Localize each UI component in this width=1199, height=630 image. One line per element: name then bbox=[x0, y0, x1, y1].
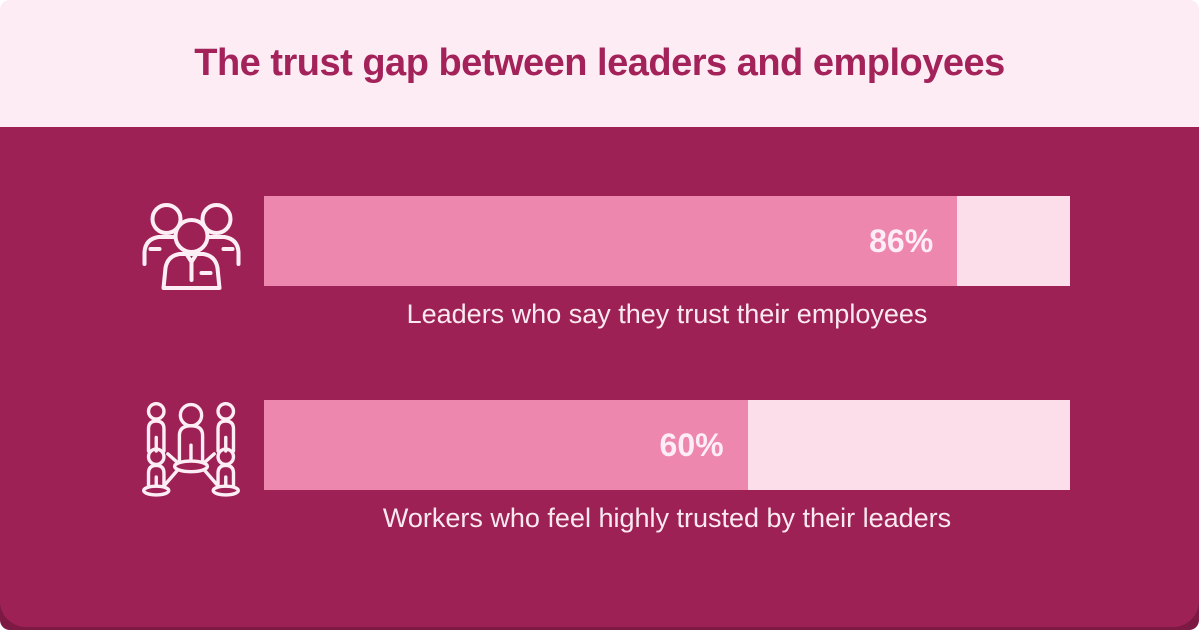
bar-track-workers: 60% bbox=[264, 400, 1070, 490]
bar-block-workers: 60% Workers who feel highly trusted by t… bbox=[264, 400, 1070, 534]
chart-panel: 86% Leaders who say they trust their emp… bbox=[0, 127, 1199, 627]
header: The trust gap between leaders and employ… bbox=[0, 0, 1199, 127]
people-network-icon bbox=[135, 400, 247, 500]
bar-fill-leaders: 86% bbox=[264, 196, 958, 286]
bar-value-label-leaders: 86% bbox=[869, 222, 934, 259]
bar-block-leaders: 86% Leaders who say they trust their emp… bbox=[264, 196, 1070, 330]
bar-caption-workers: Workers who feel highly trusted by their… bbox=[382, 503, 952, 533]
team-group-icon bbox=[135, 196, 247, 292]
bar-track-leaders: 86% bbox=[264, 196, 1070, 286]
bar-row-leaders: 86% Leaders who say they trust their emp… bbox=[135, 196, 1199, 330]
bar-row-workers: 60% Workers who feel highly trusted by t… bbox=[135, 400, 1199, 534]
bar-fill-workers: 60% bbox=[264, 400, 748, 490]
page-title: The trust gap between leaders and employ… bbox=[194, 42, 1005, 84]
bar-caption-leaders: Leaders who say they trust their employe… bbox=[406, 299, 928, 329]
bar-value-label-workers: 60% bbox=[659, 426, 724, 463]
